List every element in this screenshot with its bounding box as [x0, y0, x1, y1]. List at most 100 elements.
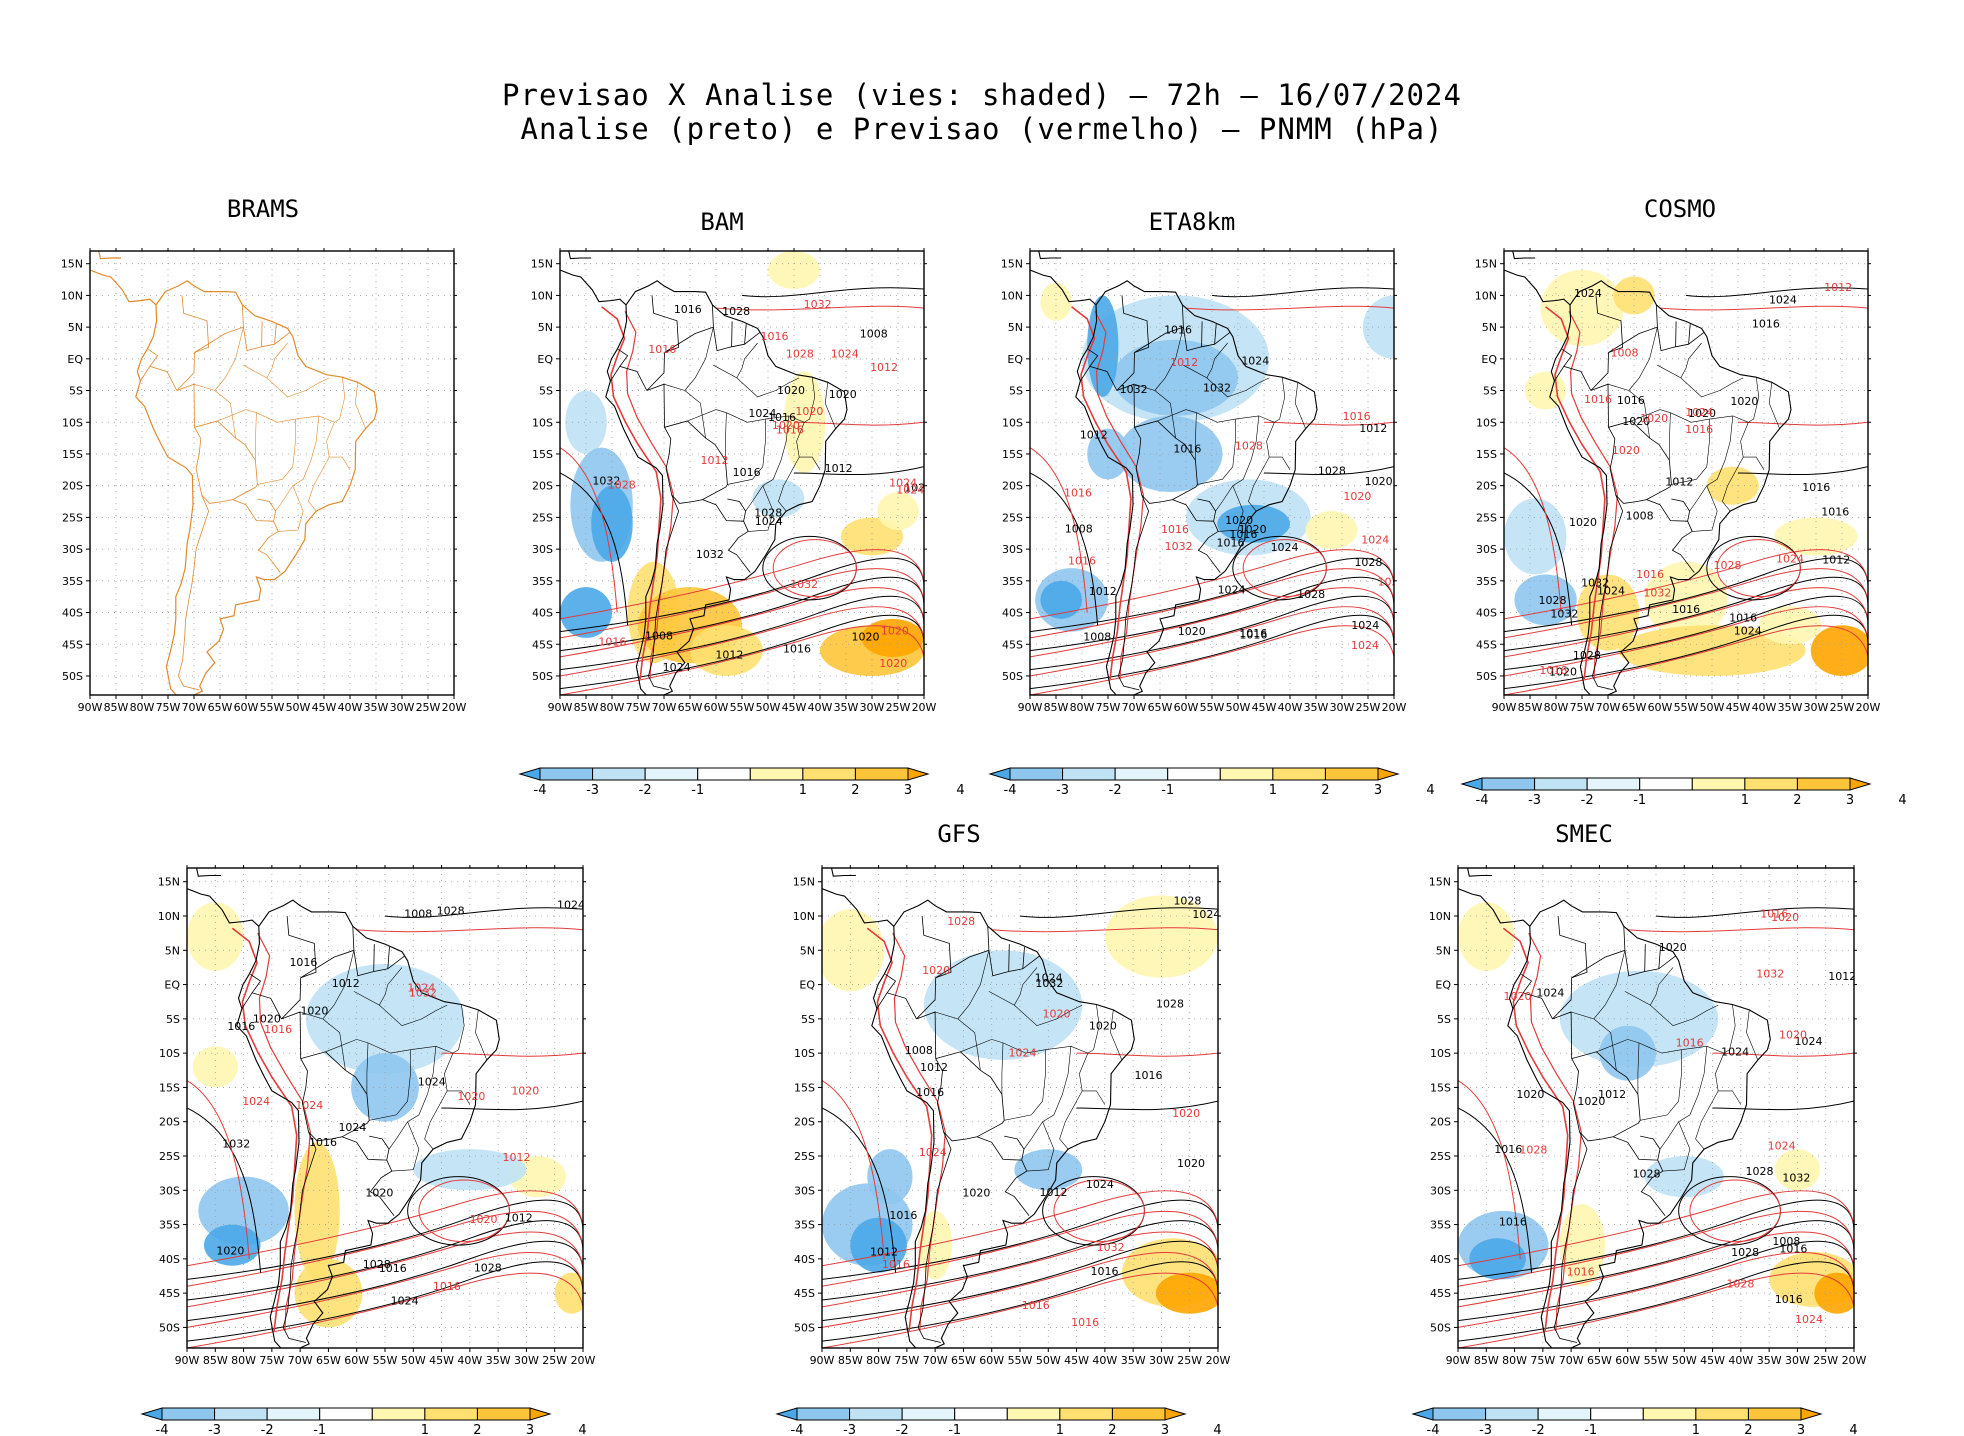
lon-tick-label: 20W — [1856, 701, 1881, 714]
analysis-isobar-label: 1020 — [1659, 941, 1687, 954]
country-border-4 — [876, 992, 917, 1020]
forecast-isobar-2 — [560, 587, 924, 658]
country-border-10 — [1087, 348, 1099, 367]
lon-tick-label: 70W — [923, 1354, 948, 1367]
coastline-honduras — [98, 251, 122, 260]
lat-tick-label: 10S — [532, 416, 553, 429]
forecast-isobar-label: 1020 — [457, 1090, 485, 1103]
forecast-isobar-label: 1012 — [700, 454, 728, 467]
lat-tick-label: 10N — [1429, 910, 1451, 923]
forecast-isobar-label: 1032 — [1643, 586, 1671, 599]
forecast-high-contour — [1716, 539, 1801, 598]
forecast-isobar-0 — [1504, 625, 1868, 695]
colorbar-label: -3 — [1479, 1423, 1492, 1436]
panel-title-brams: BRAMS — [226, 195, 300, 223]
coastline-honduras — [568, 251, 592, 260]
analysis-isobar-label: 1012 — [825, 462, 853, 475]
analysis-isobar-3 — [187, 1199, 583, 1280]
bias-shade-5 — [1814, 1272, 1854, 1314]
forecast-isobar-label: 1024 — [919, 1146, 947, 1159]
colorbar-label: 2 — [851, 783, 859, 798]
colorbar-label: -4 — [1476, 793, 1489, 808]
analysis-isobar-label: 1016 — [1802, 481, 1830, 494]
colorbar-label: -1 — [691, 783, 704, 798]
forecast-andes-contour — [1545, 306, 1606, 680]
country-border-4 — [140, 365, 178, 391]
analysis-isobar-label: 1020 — [1688, 407, 1716, 420]
analysis-isobar-label: 1008 — [1065, 523, 1093, 536]
colorbar-right-arrow — [907, 767, 930, 781]
lat-tick-label: EQ — [537, 353, 553, 366]
state-border-5 — [424, 1090, 448, 1150]
country-border-2 — [976, 1135, 1025, 1161]
state-border-6 — [1680, 342, 1702, 379]
colorbar-left-arrow — [140, 1407, 163, 1421]
analysis-isobar-label: 1008 — [645, 630, 673, 643]
forecast-isobar-2 — [822, 1231, 1218, 1308]
lat-tick-label: 45S — [794, 1287, 815, 1300]
state-border-1 — [1001, 1042, 1004, 1095]
lat-tick-label: 45S — [1002, 638, 1023, 651]
forecast-isobar-label: 1012 — [1170, 356, 1198, 369]
analysis-isobar-1 — [187, 1240, 583, 1322]
analysis-subtropical-contour — [793, 466, 924, 476]
forecast-pacific-contour — [1030, 447, 1088, 613]
state-border-11 — [663, 383, 706, 439]
country-border-9 — [1022, 946, 1025, 969]
lon-tick-label: 30W — [514, 1354, 539, 1367]
state-border-6 — [1650, 967, 1674, 1006]
lat-tick-label: 5N — [800, 944, 815, 957]
analysis-pacific-contour — [1030, 472, 1099, 626]
colorbar-label: 2 — [473, 1423, 481, 1436]
state-border-5 — [1059, 1090, 1083, 1150]
colorbar-segment — [1111, 1407, 1166, 1421]
lat-tick-label: 10N — [61, 289, 83, 302]
state-border-9 — [1110, 1009, 1123, 1061]
lon-tick-label: 90W — [1492, 701, 1517, 714]
analysis-isobar-label: 1024 — [418, 1075, 446, 1088]
analysis-isobar-label: 1024 — [1536, 987, 1564, 1000]
country-border-2 — [1646, 498, 1691, 522]
forecast-high-contour — [772, 539, 857, 598]
bias-shade-0 — [565, 390, 607, 454]
lon-tick-label: 80W — [866, 1354, 891, 1367]
colorbar-right-arrow — [1849, 777, 1872, 791]
lon-tick-label: 85W — [838, 1354, 863, 1367]
analysis-isobar-label: 1020 — [1365, 475, 1393, 488]
analysis-isobar-label: 1008 — [1772, 1235, 1800, 1248]
colorbar-segment — [1796, 777, 1851, 791]
lat-tick-label: 25S — [1002, 511, 1023, 524]
forecast-isobar-label: 1024 — [1776, 553, 1804, 566]
analysis-isobar-label: 1020 — [851, 631, 879, 644]
forecast-tropical-contour — [715, 305, 924, 311]
analysis-pacific-contour — [1504, 472, 1573, 626]
state-border-2 — [257, 419, 296, 485]
country-border-0 — [1116, 383, 1198, 504]
analysis-isobar-label: 1032 — [592, 475, 620, 488]
lat-tick-label: 35S — [1430, 1219, 1451, 1232]
forecast-isobar-label: 1024 — [295, 1099, 323, 1112]
state-border-12 — [1154, 327, 1184, 391]
lon-tick-label: 65W — [1587, 1354, 1612, 1367]
country-border-1 — [1117, 495, 1150, 691]
analysis-isobar-label: 1012 — [1598, 1088, 1626, 1101]
colorbar-label: 3 — [1374, 783, 1382, 798]
analysis-isobar-label: 1020 — [1239, 523, 1267, 536]
state-border-3 — [275, 415, 320, 512]
bias-shade-2 — [1087, 295, 1119, 397]
lat-tick-label: 30S — [532, 543, 553, 556]
colorbar-segment — [1432, 1407, 1487, 1421]
lat-tick-label: 10N — [1475, 289, 1497, 302]
state-border-12 — [214, 327, 244, 391]
country-border-2 — [1612, 1135, 1661, 1161]
lat-tick-label: 40S — [794, 1253, 815, 1266]
analysis-isobar-label: 1012 — [1089, 585, 1117, 598]
state-border-2 — [1004, 1049, 1046, 1121]
lon-tick-label: 90W — [175, 1354, 200, 1367]
analysis-isobar-label: 1016 — [1217, 536, 1245, 549]
colorbar-segment — [802, 767, 856, 781]
country-border-0 — [281, 1011, 370, 1142]
forecast-isobar-3 — [822, 1210, 1218, 1287]
bias-shade-8 — [1618, 625, 1806, 676]
